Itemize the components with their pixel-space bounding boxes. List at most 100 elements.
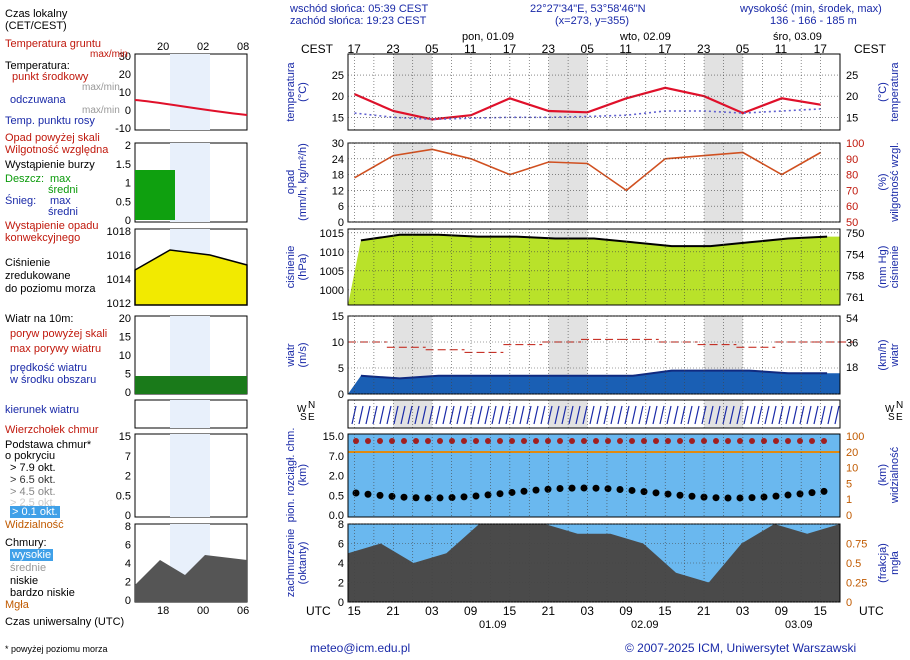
wind-arrow-69 (834, 405, 840, 425)
footnote: * powyżej poziomu morza (5, 644, 108, 654)
tick-rain-r-0: 50 (846, 217, 858, 229)
mini-tick-3-1: 15 (119, 332, 131, 344)
cloud-base-dot-13 (508, 488, 516, 496)
top-hour-label: 11 (774, 42, 788, 56)
legend-wind-dir: kierunek wiatru (5, 404, 79, 416)
mini-tick-1-2: 1 (125, 178, 131, 190)
tick-rain-l-4: 24 (332, 154, 344, 166)
wind-arrow-31 (568, 405, 574, 425)
compass-compass_s-3: S (300, 412, 307, 423)
wind-arrow-10 (421, 405, 427, 425)
compass-compass_w-0: W (297, 404, 307, 415)
cloud-base-dot-4 (400, 493, 408, 501)
cloud-base-dot-24 (640, 488, 648, 496)
tick-cloud-r-2: 10 (846, 463, 858, 475)
top-hour-label: 23 (697, 42, 711, 56)
bottom-day-3: 03.09 (785, 619, 813, 631)
wind-arrow-41 (638, 405, 644, 425)
tick-cc-r-2: 0.5 (846, 558, 861, 570)
top-hour-label: 05 (425, 42, 439, 56)
cloud-top-dot-31 (725, 438, 731, 444)
tick-cloud-r-0: 100 (846, 431, 864, 443)
grid-text: (x=273, y=355) (555, 15, 629, 27)
wind-arrow-9 (414, 405, 420, 425)
bottom-hour-label: 15 (658, 604, 672, 618)
height-values: 136 - 166 - 185 m (770, 15, 857, 27)
cloud-base-dot-26 (664, 490, 672, 498)
wind-arrow-29 (554, 405, 560, 425)
wind-arrow-61 (778, 405, 784, 425)
wind-arrow-8 (407, 405, 413, 425)
sunset-text: zachód słońca: 19:23 CEST (290, 15, 427, 27)
legend-high: wysokie (10, 549, 54, 561)
legend-utc-time: Czas uniwersalny (UTC) (5, 616, 125, 628)
cloud-base-dot-39 (820, 487, 828, 495)
cloud-top-dot-19 (581, 438, 587, 444)
cloud-top-dot-39 (821, 438, 827, 444)
mini-tick-0-0: 30 (119, 51, 131, 63)
wind-arrow-32 (575, 405, 581, 425)
side-label-unit: (km/h) (877, 339, 889, 371)
wind-arrow-65 (806, 405, 812, 425)
wind-arrow-36 (603, 405, 609, 425)
wind-arrow-18 (477, 405, 483, 425)
footer-email[interactable]: meteo@icm.edu.pl (310, 641, 411, 655)
legend-conv-2: konwekcyjnego (5, 232, 81, 244)
wind-arrow-27 (540, 405, 546, 425)
cloud-top-dot-5 (413, 438, 419, 444)
legend-cloud-base-1: Podstawa chmur* (5, 439, 92, 451)
mini-local-hour-1: 20 (157, 41, 170, 53)
tick-cloud-l-3: 0.5 (329, 490, 344, 502)
wind-arrow-55 (736, 405, 742, 425)
frame-temp (347, 53, 841, 131)
legend-clouds: Chmury: (5, 537, 47, 549)
cloud-top-dot-8 (449, 438, 455, 444)
pressure-line (360, 233, 828, 248)
wind-arrow-21 (498, 405, 504, 425)
mini-tick-3-2: 10 (119, 350, 131, 362)
cloud-base-dot-2 (376, 491, 384, 499)
tick-cloud-l-4: 0.0 (329, 510, 344, 522)
tick-rain-r-5: 100 (846, 138, 864, 150)
mini-tick-0-1: 20 (119, 69, 131, 81)
cloud-top-dot-15 (533, 438, 539, 444)
tick-rain-l-5: 30 (332, 138, 344, 150)
tick-cloud-r-1: 20 (846, 447, 858, 459)
wind-arrow-48 (687, 405, 693, 425)
legend-visibility: Widzialność (5, 519, 64, 531)
wind-arrow-12 (435, 405, 441, 425)
cloud-top-dot-35 (773, 438, 779, 444)
cloud-top-dot-25 (653, 438, 659, 444)
wind-arrow-33 (582, 405, 588, 425)
frame-pres (347, 228, 841, 306)
bottom-hour-label: 21 (541, 604, 556, 618)
wind-arrow-26 (533, 405, 539, 425)
cloud-top-dot-13 (509, 438, 515, 444)
mini-tick-5-1: 6 (125, 540, 131, 552)
mini-tick-2-0: 1018 (107, 226, 131, 238)
bottom-hour-label: 15 (502, 604, 517, 618)
bottom-day-2: 02.09 (631, 619, 659, 631)
wind-arrow-37 (610, 405, 616, 425)
legend-humidity: Wilgotność względna (5, 144, 109, 156)
legend-okt-1: > 7.9 okt. (10, 462, 56, 474)
wind-arrow-68 (827, 405, 833, 425)
side-label-cc_r: (frakcja) mgła (877, 503, 901, 623)
compass-compass_s-7: S (888, 412, 895, 423)
legend-gust-max: max porywy wiatru (10, 343, 102, 355)
cloud-top-dot-38 (809, 438, 815, 444)
tick-cc-l-1: 2 (338, 578, 344, 590)
top-hour-label: 17 (347, 42, 361, 56)
mini-pressure (134, 249, 248, 306)
coords-text: 22°27'34"E, 53°58'46"N (530, 3, 646, 15)
wind-arrow-6 (393, 405, 399, 425)
frame-cloud (347, 433, 841, 518)
wind-arrow-67 (820, 405, 826, 425)
bottom-hour-label: 09 (619, 604, 633, 618)
mini-tick-5-2: 4 (125, 558, 131, 570)
cloud-base-dot-10 (472, 492, 480, 500)
mini-tick-2-3: 1012 (107, 298, 131, 310)
wind-arrow-4 (379, 405, 385, 425)
frame-dir (347, 399, 841, 429)
wind-arrow-64 (799, 405, 805, 425)
